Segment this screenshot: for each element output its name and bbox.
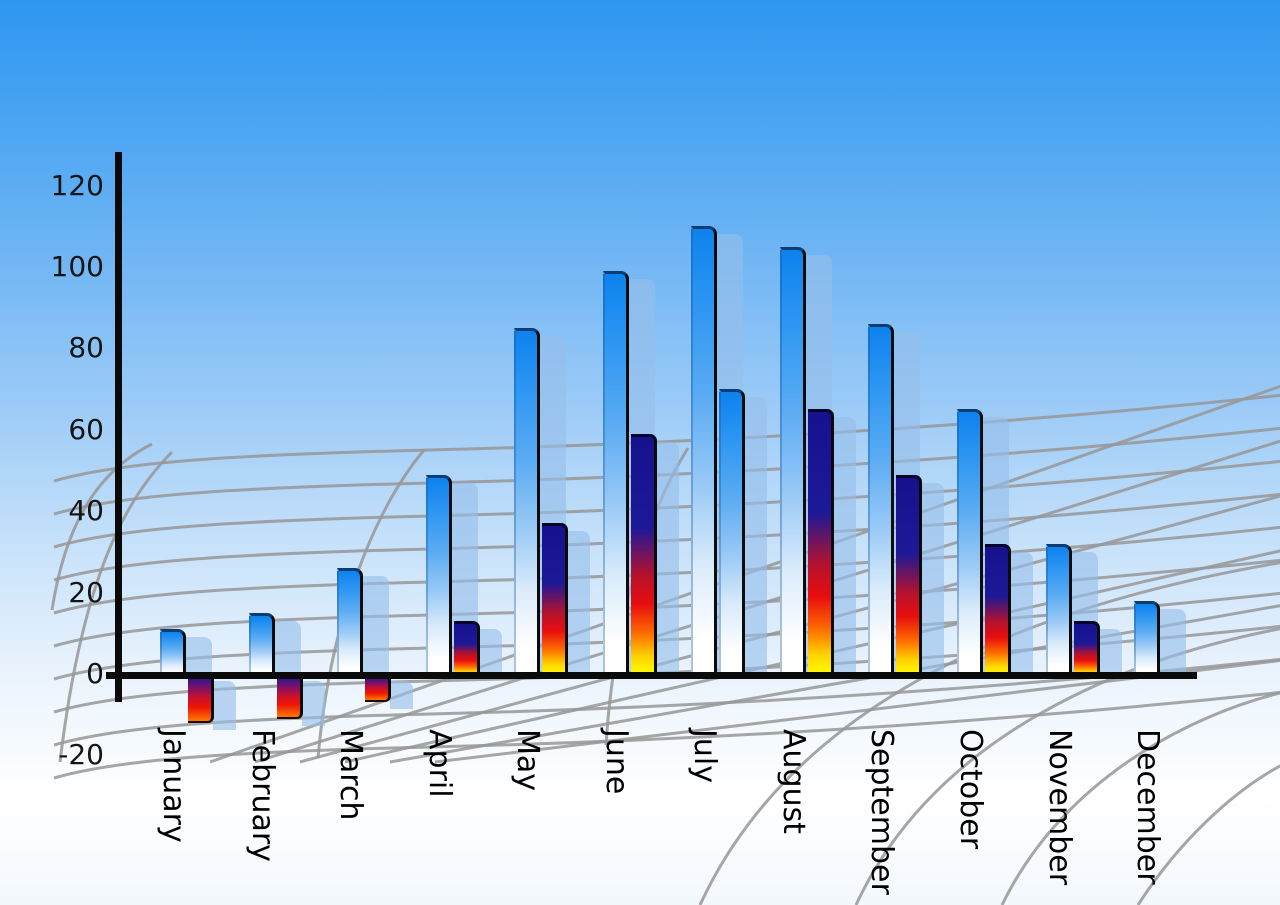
bar-december-primary	[1134, 600, 1161, 676]
y-tick-label-40: 40	[68, 494, 104, 528]
shadow-december-primary	[1160, 608, 1187, 678]
y-axis-line	[115, 152, 122, 702]
shadow-february-secondary	[301, 681, 325, 726]
bar-november-secondary	[1073, 621, 1100, 676]
shadow-april-secondary	[478, 629, 502, 678]
y-tick-label--20: -20	[58, 738, 104, 772]
y-tick-label-60: 60	[68, 412, 104, 446]
month-label-september: September	[864, 729, 900, 895]
bar-august-primary	[779, 246, 806, 676]
month-label-august: August	[775, 729, 811, 834]
shadow-august-secondary	[832, 417, 856, 678]
bar-may-secondary	[542, 523, 569, 676]
bar-january-primary	[160, 629, 186, 676]
shadow-november-secondary	[1098, 629, 1122, 678]
shadow-january-primary	[186, 637, 212, 678]
bar-october-primary	[956, 409, 983, 676]
month-label-december: December	[1130, 729, 1166, 885]
bar-june-primary	[602, 271, 629, 676]
month-label-november: November	[1041, 729, 1077, 886]
shadow-may-secondary	[567, 531, 591, 678]
bar-april-secondary	[453, 621, 480, 676]
bar-november-primary	[1045, 543, 1072, 676]
shadow-july-secondary	[744, 397, 768, 678]
shadow-september-secondary	[921, 482, 945, 678]
bar-february-secondary	[276, 678, 303, 719]
bar-september-secondary	[896, 474, 923, 676]
shadow-october-secondary	[1009, 551, 1033, 678]
month-label-july: July	[687, 729, 723, 783]
bar-july-secondary	[719, 389, 746, 676]
bar-september-primary	[868, 323, 895, 676]
month-label-october: October	[952, 729, 988, 850]
month-label-april: April	[421, 729, 457, 798]
bar-january-secondary	[188, 678, 214, 723]
bar-march-primary	[337, 568, 364, 676]
y-tick-label-120: 120	[50, 168, 104, 202]
month-label-february: February	[244, 729, 280, 862]
bar-august-secondary	[807, 409, 834, 676]
shadow-january-secondary	[213, 681, 236, 730]
x-axis-line	[106, 672, 1197, 679]
bar-july-primary	[691, 226, 718, 676]
month-label-march: March	[333, 729, 369, 821]
shadow-february-primary	[274, 620, 301, 678]
bar-october-secondary	[984, 543, 1011, 676]
y-tick-label-100: 100	[50, 250, 104, 283]
shadow-march-secondary	[390, 681, 414, 710]
bar-may-primary	[514, 328, 541, 676]
y-tick-label-20: 20	[68, 575, 104, 609]
month-label-june: June	[598, 729, 634, 795]
shadow-march-primary	[363, 576, 390, 678]
month-label-may: May	[510, 729, 546, 792]
month-label-january: January	[156, 729, 191, 843]
bar-march-secondary	[365, 678, 392, 703]
bar-june-secondary	[630, 433, 657, 676]
y-tick-label-0: 0	[86, 657, 104, 690]
y-tick-label-80: 80	[68, 331, 104, 365]
shadow-june-secondary	[655, 441, 679, 678]
bar-april-primary	[425, 474, 452, 676]
bar-february-primary	[248, 612, 275, 676]
